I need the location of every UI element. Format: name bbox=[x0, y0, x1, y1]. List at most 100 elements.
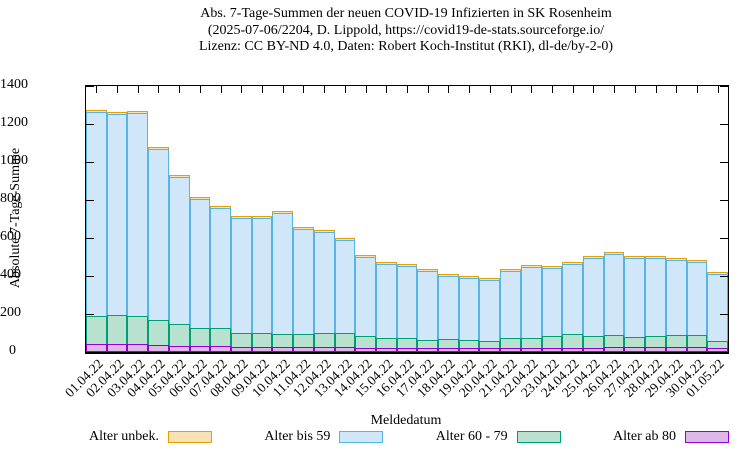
legend-label: Alter 60 - 79 bbox=[435, 429, 508, 444]
y-tick-mirror bbox=[720, 352, 728, 353]
y-tick bbox=[86, 314, 94, 315]
bar-segment-alter-unbek. bbox=[86, 109, 107, 112]
bar-segment-alter-unbek. bbox=[645, 255, 666, 258]
x-tick-mirror bbox=[427, 86, 429, 93]
bar-segment-alter-unbek. bbox=[106, 111, 128, 114]
chart-title: Abs. 7-Tage-Summen der neuen COVID-19 In… bbox=[85, 6, 727, 56]
bar-segment-alter-unbek. bbox=[562, 261, 584, 264]
legend-label: Alter unbek. bbox=[89, 429, 159, 444]
x-tick-mirror bbox=[241, 86, 243, 93]
bar-segment-alter-60---79 bbox=[375, 337, 397, 349]
bar-segment-alter-ab-80 bbox=[520, 348, 542, 352]
x-tick-mirror bbox=[655, 86, 657, 93]
bar-segment-alter-unbek. bbox=[603, 252, 625, 255]
bar-16.04.22 bbox=[396, 86, 418, 352]
bar-11.04.22 bbox=[293, 86, 314, 352]
bar-segment-alter-bis-59 bbox=[251, 218, 273, 333]
bar-18.04.22 bbox=[438, 86, 459, 352]
bar-25.04.22 bbox=[583, 86, 604, 352]
bar-segment-alter-unbek. bbox=[458, 275, 480, 278]
bar-segment-alter-60---79 bbox=[500, 337, 521, 349]
bar-segment-alter-unbek. bbox=[230, 216, 252, 219]
bar-segment-alter-60---79 bbox=[313, 333, 335, 348]
bar-segment-alter-ab-80 bbox=[230, 347, 252, 352]
bar-segment-alter-ab-80 bbox=[272, 347, 294, 352]
bar-segment-alter-60---79 bbox=[562, 333, 584, 349]
bar-segment-alter-bis-59 bbox=[313, 232, 335, 333]
bar-segment-alter-bis-59 bbox=[272, 213, 294, 334]
legend-swatch bbox=[339, 431, 384, 443]
bar-segment-alter-bis-59 bbox=[541, 268, 563, 336]
x-tick-mirror bbox=[572, 86, 574, 93]
y-tick-label: 1400 bbox=[0, 77, 28, 92]
bar-segment-alter-bis-59 bbox=[210, 207, 231, 329]
bar-06.04.22 bbox=[189, 86, 211, 352]
x-tick-mirror bbox=[531, 86, 533, 93]
x-tick-mirror bbox=[386, 86, 388, 93]
bar-segment-alter-60---79 bbox=[148, 319, 169, 345]
x-tick-mirror bbox=[137, 86, 139, 93]
chart-title-line1: Abs. 7-Tage-Summen der neuen COVID-19 In… bbox=[200, 6, 612, 21]
bar-segment-alter-60---79 bbox=[272, 333, 294, 348]
x-tick-mirror bbox=[407, 86, 408, 93]
bar-segment-alter-ab-80 bbox=[686, 347, 708, 352]
bar-27.04.22 bbox=[624, 86, 646, 352]
bar-segment-alter-bis-59 bbox=[168, 177, 190, 324]
bar-22.04.22 bbox=[520, 86, 542, 352]
x-tick-mirror bbox=[117, 86, 119, 93]
bar-segment-alter-unbek. bbox=[541, 266, 563, 269]
bar-segment-alter-ab-80 bbox=[127, 344, 149, 352]
bar-segment-alter-60---79 bbox=[334, 333, 356, 348]
y-tick-label: 200 bbox=[0, 305, 21, 320]
bar-segment-alter-60---79 bbox=[479, 340, 501, 349]
bar-segment-alter-bis-59 bbox=[665, 259, 687, 335]
bar-segment-alter-unbek. bbox=[665, 257, 687, 260]
bar-14.04.22 bbox=[355, 86, 376, 352]
y-tick-mirror bbox=[720, 200, 728, 201]
legend-swatch bbox=[167, 431, 212, 443]
bar-20.04.22 bbox=[479, 86, 501, 352]
bar-segment-alter-60---79 bbox=[624, 336, 646, 348]
legend-swatch bbox=[685, 431, 729, 443]
legend-swatch bbox=[516, 431, 561, 443]
bar-03.04.22 bbox=[127, 86, 149, 352]
bar-segment-alter-unbek. bbox=[210, 205, 231, 208]
bar-segment-alter-ab-80 bbox=[334, 347, 356, 352]
bar-segment-alter-unbek. bbox=[189, 197, 211, 200]
bar-segment-alter-ab-80 bbox=[562, 348, 584, 352]
legend: Alter unbek. Alter bis 59 Alter 60 - 79 Alt… bbox=[85, 429, 733, 445]
y-tick bbox=[86, 352, 94, 353]
bar-segment-alter-bis-59 bbox=[438, 276, 459, 339]
bar-segment-alter-60---79 bbox=[230, 333, 252, 348]
bar-segment-alter-bis-59 bbox=[583, 257, 604, 336]
x-tick-mirror bbox=[614, 86, 616, 93]
bar-segment-alter-ab-80 bbox=[583, 348, 604, 352]
y-tick bbox=[86, 86, 94, 87]
bar-segment-alter-60---79 bbox=[86, 315, 107, 345]
bar-segment-alter-bis-59 bbox=[707, 274, 728, 341]
bar-segment-alter-ab-80 bbox=[665, 347, 687, 352]
x-tick-mirror bbox=[179, 86, 181, 93]
bar-02.04.22 bbox=[106, 86, 128, 352]
y-tick-mirror bbox=[720, 276, 728, 277]
bar-segment-alter-bis-59 bbox=[686, 261, 708, 335]
bar-segment-alter-bis-59 bbox=[106, 113, 128, 315]
chart-title-line3: Lizenz: CC BY-ND 4.0, Daten: Robert Koch… bbox=[198, 39, 614, 54]
x-tick-mirror bbox=[282, 86, 284, 93]
bar-segment-alter-60---79 bbox=[458, 339, 480, 349]
bar-segment-alter-unbek. bbox=[624, 255, 646, 258]
bar-segment-alter-bis-59 bbox=[334, 239, 356, 333]
y-tick-mirror bbox=[720, 86, 728, 87]
bar-segment-alter-unbek. bbox=[293, 226, 314, 229]
bar-segment-alter-unbek. bbox=[500, 269, 521, 272]
bar-segment-alter-60---79 bbox=[293, 333, 314, 348]
x-tick-mirror bbox=[696, 86, 698, 93]
y-tick-label: 400 bbox=[0, 267, 21, 282]
bar-segment-alter-unbek. bbox=[417, 269, 439, 272]
bar-segment-alter-60---79 bbox=[686, 334, 708, 348]
bar-segment-alter-ab-80 bbox=[479, 348, 501, 352]
bar-segment-alter-ab-80 bbox=[313, 347, 335, 352]
bar-segment-alter-unbek. bbox=[479, 277, 501, 280]
bar-segment-alter-bis-59 bbox=[603, 254, 625, 335]
